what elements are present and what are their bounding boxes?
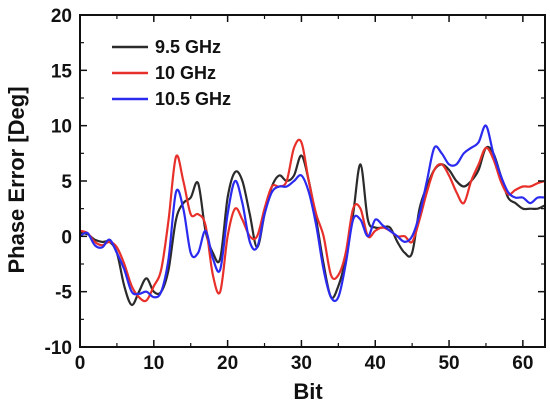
x-tick-label: 20: [217, 353, 238, 374]
y-axis-title: Phase Error [Deg]: [4, 86, 29, 273]
y-tick-label: -10: [45, 338, 72, 359]
ticks-layer: 0 10 20 30 40 50 60 -10 -5 0 5 10 15 20: [45, 6, 545, 374]
x-tick-label: 0: [75, 353, 86, 374]
legend-label: 10.5 GHz: [155, 89, 231, 109]
x-tick-label: 40: [365, 353, 386, 374]
legend: 9.5 GHz 10 GHz 10.5 GHz: [112, 37, 231, 109]
x-tick-label: 50: [438, 353, 459, 374]
series-line-2: [80, 124, 545, 303]
x-axis-title: Bit: [293, 379, 323, 404]
x-tick-label: 10: [143, 353, 164, 374]
legend-label: 10 GHz: [155, 63, 216, 83]
x-tick-label: 60: [512, 353, 533, 374]
x-tick-label: 30: [291, 353, 312, 374]
y-tick-label: 5: [61, 172, 72, 193]
y-tick-label: 0: [61, 227, 72, 248]
legend-label: 9.5 GHz: [155, 37, 221, 57]
series-line-1: [80, 138, 545, 303]
y-tick-label: 15: [51, 61, 73, 82]
y-tick-label: 20: [51, 6, 72, 27]
series-layer: [80, 124, 545, 306]
y-tick-label: 10: [51, 117, 72, 138]
y-tick-label: -5: [55, 283, 72, 304]
